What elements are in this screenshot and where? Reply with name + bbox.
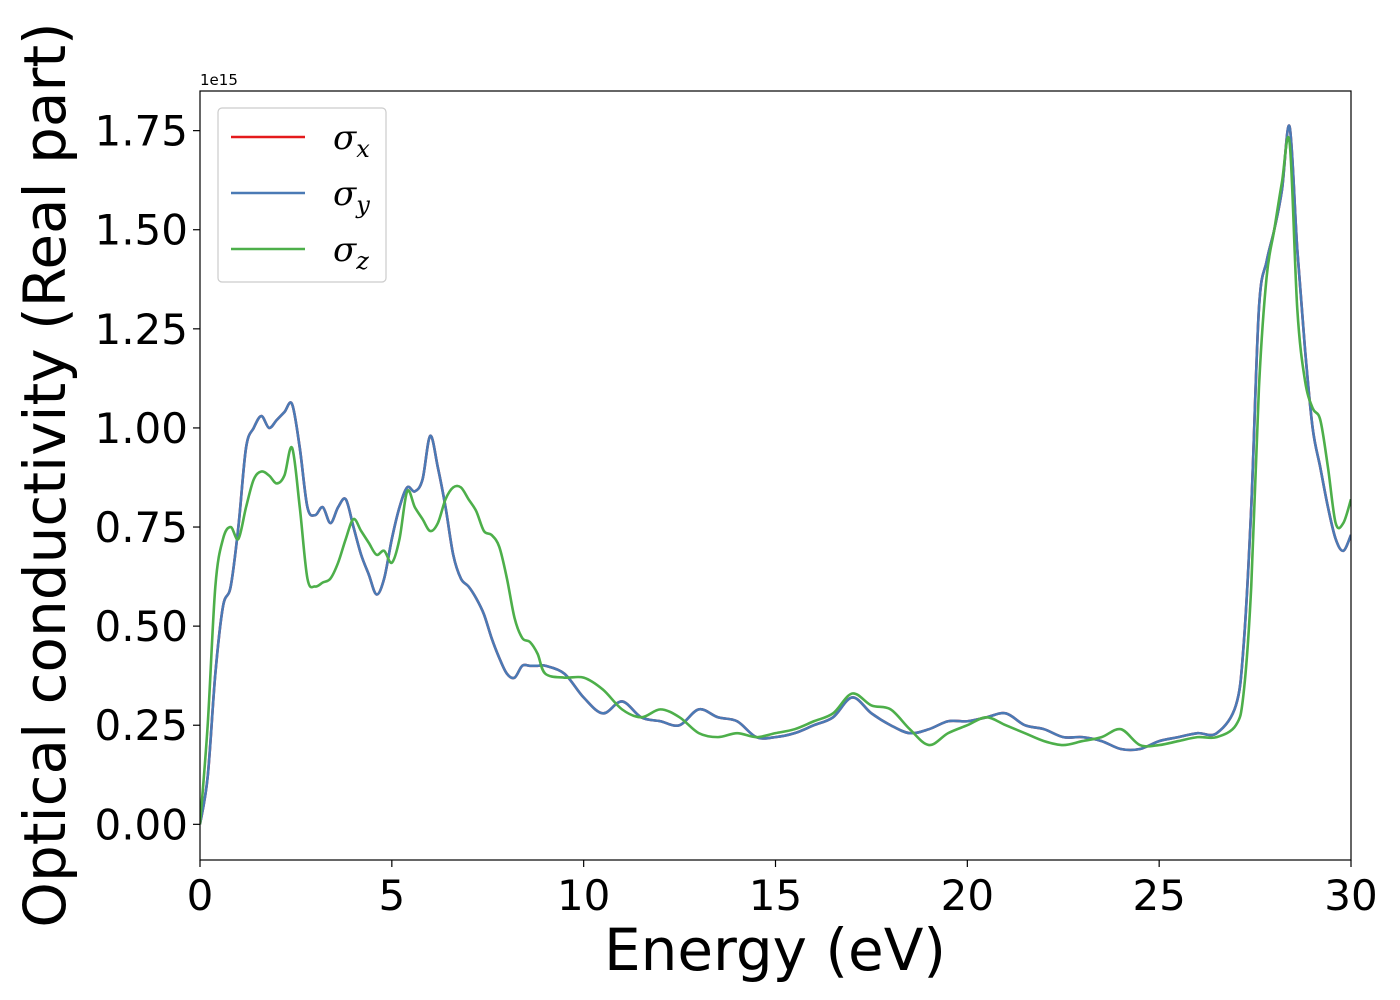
x-tick-label: 30 xyxy=(1324,871,1377,920)
x-tick-label: 5 xyxy=(378,871,405,920)
y-tick-label: 0.75 xyxy=(94,503,188,552)
y-tick-label: 1.25 xyxy=(94,305,188,354)
legend-label-x: σx xyxy=(333,118,370,163)
y-axis: 0.00 0.25 0.50 0.75 1.00 1.25 1.50 1.75 xyxy=(94,107,200,849)
legend-symbol: σ xyxy=(333,174,357,214)
y-axis-title: Optical conductivity (Real part) xyxy=(11,22,79,927)
y-tick-label: 1.00 xyxy=(94,404,188,453)
x-tick-label: 15 xyxy=(749,871,802,920)
y-tick-label: 0.50 xyxy=(94,602,188,651)
series-line-z xyxy=(200,135,1351,825)
x-tick-label: 0 xyxy=(187,871,214,920)
x-tick-label: 10 xyxy=(557,871,610,920)
x-tick-label: 20 xyxy=(941,871,994,920)
legend-subscript: x xyxy=(356,135,370,163)
legend-symbol: σ xyxy=(333,118,357,158)
legend-label-y: σy xyxy=(333,174,370,219)
x-axis: 0 5 10 15 20 25 30 xyxy=(187,860,1378,920)
legend-label-z: σz xyxy=(333,230,369,275)
y-offset-label: 1e15 xyxy=(200,71,238,89)
x-tick-label: 25 xyxy=(1132,871,1185,920)
y-tick-label: 0.25 xyxy=(94,701,188,750)
legend-subscript: z xyxy=(355,247,369,275)
legend-subscript: y xyxy=(355,191,370,219)
y-tick-label: 1.75 xyxy=(94,107,188,156)
y-tick-label: 1.50 xyxy=(94,206,188,255)
y-tick-label: 0.00 xyxy=(94,800,188,849)
legend-box xyxy=(217,107,387,283)
series-layer xyxy=(200,124,1351,825)
x-axis-title: Energy (eV) xyxy=(604,916,946,984)
series-line-y xyxy=(200,124,1351,825)
legend-symbol: σ xyxy=(333,230,357,270)
